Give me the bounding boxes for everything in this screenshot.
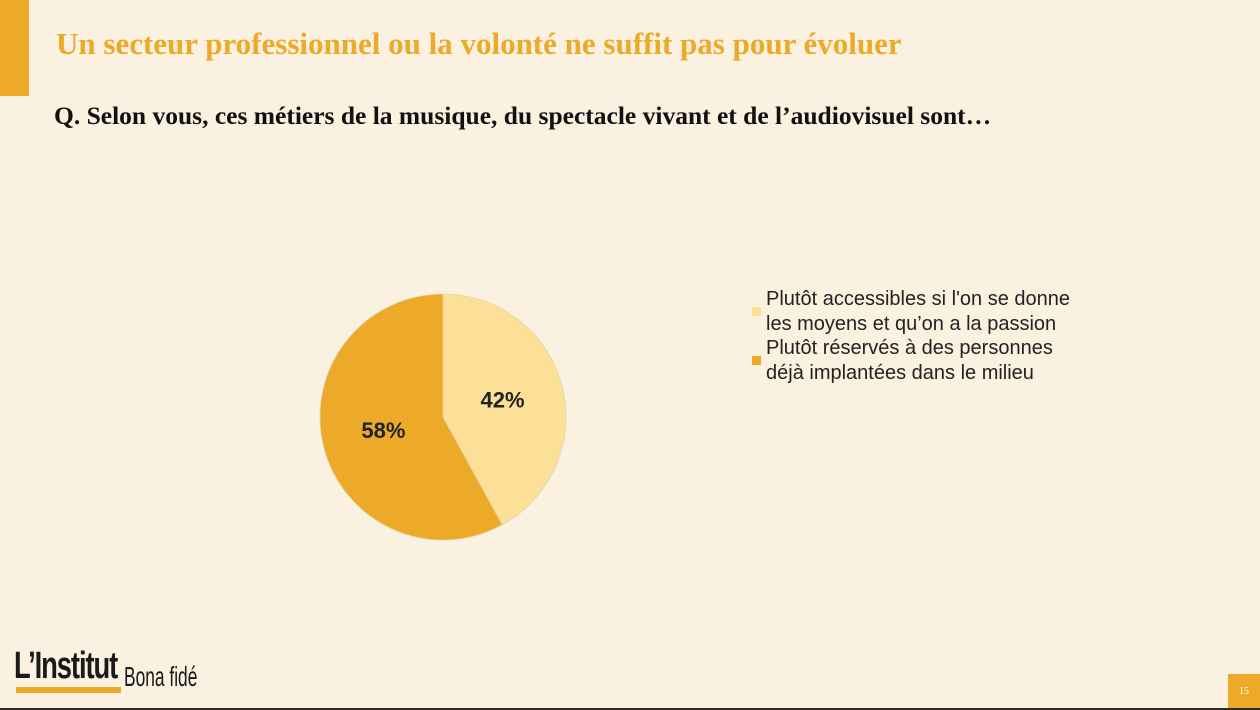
pie-slice-42pct: [442, 293, 567, 526]
pie-slices: [319, 293, 567, 541]
title-accent-bar: [0, 0, 29, 96]
footer-divider: [0, 708, 1260, 710]
chart-legend: Plutôt accessibles si l'on se donne les …: [750, 287, 1080, 385]
legend-label: Plutôt accessibles si l'on se donne les …: [766, 288, 1070, 335]
legend-swatch: [752, 307, 761, 316]
legend-item: Plutôt accessibles si l'on se donne les …: [750, 287, 1080, 336]
pie-data-label: 58%: [361, 418, 405, 443]
pie-chart: 42% 58%: [319, 293, 567, 541]
logo-sub-text: Bona fidé: [124, 661, 198, 692]
institut-bona-fide-logo: L’Institut Bona fidé: [14, 646, 214, 698]
logo-underline: [16, 687, 121, 693]
pie-slice-58pct: [319, 293, 503, 541]
survey-question: Q. Selon vous, ces métiers de la musique…: [54, 101, 992, 130]
pie-labels: 42% 58%: [361, 388, 524, 444]
legend-label: Plutôt réservés à des personnes déjà imp…: [766, 337, 1053, 384]
legend-item: Plutôt réservés à des personnes déjà imp…: [750, 336, 1080, 385]
page-number: 15: [1228, 674, 1260, 709]
pie-data-label: 42%: [481, 388, 525, 413]
logo-main-text: L’Institut: [14, 645, 118, 687]
legend-swatch: [752, 356, 761, 365]
slide-title: Un secteur professionnel ou la volonté n…: [56, 26, 902, 61]
